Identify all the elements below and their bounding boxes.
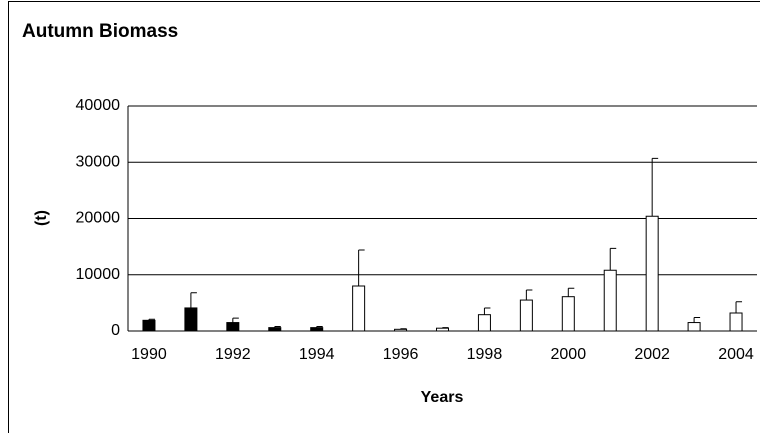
x-tick-label: 2004 <box>718 346 754 363</box>
bar <box>184 307 198 332</box>
error-bar <box>483 307 491 315</box>
y-tick-label: 0 <box>111 322 120 339</box>
x-tick-label: 1992 <box>215 346 251 363</box>
error-bar <box>190 292 197 308</box>
bar <box>519 299 533 332</box>
bar <box>352 285 366 332</box>
error-bar <box>232 317 239 323</box>
error-bar <box>693 317 701 323</box>
error-bar <box>148 318 155 321</box>
y-axis-title: (t) <box>33 210 50 226</box>
chart-border <box>8 1 760 433</box>
bar <box>310 327 324 332</box>
bar <box>729 312 743 332</box>
error-bar <box>442 327 449 329</box>
error-bar <box>400 328 407 330</box>
x-tick-label: 1998 <box>467 346 503 363</box>
x-tick-label: 1994 <box>299 346 335 363</box>
bar <box>226 322 240 332</box>
bar <box>603 269 617 332</box>
error-bar <box>651 157 659 217</box>
y-tick-label: 30000 <box>76 153 121 170</box>
x-tick-label: 1990 <box>131 346 167 363</box>
error-bar <box>735 301 743 313</box>
bar <box>687 322 701 332</box>
bar <box>142 319 156 332</box>
y-tick-label: 10000 <box>76 266 121 283</box>
x-tick-label: 2002 <box>634 346 670 363</box>
error-bar <box>274 326 281 328</box>
x-tick-label: 1996 <box>383 346 419 363</box>
bar <box>268 327 282 332</box>
error-bar <box>525 289 533 301</box>
error-bar <box>567 287 575 297</box>
x-axis-title: Years <box>421 389 464 406</box>
chart-title: Autumn Biomass <box>22 21 178 42</box>
y-tick-label: 40000 <box>76 97 121 114</box>
bar <box>561 296 575 332</box>
x-tick-label: 2000 <box>551 346 587 363</box>
bar <box>645 215 659 332</box>
error-bar <box>316 326 323 328</box>
error-bar <box>358 249 365 286</box>
y-tick-label: 20000 <box>76 210 121 227</box>
error-bar <box>609 247 617 271</box>
bar <box>477 314 491 332</box>
